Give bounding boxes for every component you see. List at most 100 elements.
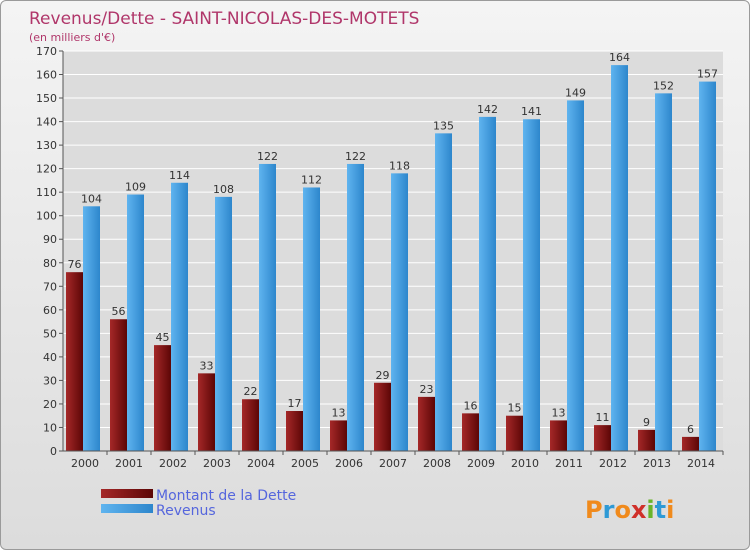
logo-wordmark: Proxiti xyxy=(585,496,674,524)
data-label-revenus-2004: 122 xyxy=(257,150,278,163)
bar-revenus-2002 xyxy=(171,182,188,451)
data-label-dette-2005: 17 xyxy=(288,397,302,410)
legend-label-revenus: Revenus xyxy=(156,503,216,519)
data-label-dette-2006: 13 xyxy=(332,406,346,419)
bar-dette-2002 xyxy=(154,345,171,451)
y-tick-label-140: 140 xyxy=(36,116,57,129)
bar-revenus-2008 xyxy=(435,133,452,451)
x-tick-label-2006: 2006 xyxy=(335,457,363,470)
logo-letter-3: x xyxy=(631,496,647,524)
data-label-dette-2012: 11 xyxy=(596,411,610,424)
y-tick-label-60: 60 xyxy=(43,304,57,317)
data-label-revenus-2013: 152 xyxy=(653,79,674,92)
legend-swatch-revenus xyxy=(101,504,153,513)
data-label-revenus-2009: 142 xyxy=(477,103,498,116)
bar-revenus-2000 xyxy=(83,206,100,451)
y-tick-label-90: 90 xyxy=(43,233,57,246)
logo-letter-0: P xyxy=(585,496,603,524)
data-label-dette-2004: 22 xyxy=(244,385,258,398)
bar-revenus-2009 xyxy=(479,116,496,451)
proxiti-logo: Proxiti xyxy=(585,496,674,524)
bar-dette-2004 xyxy=(242,399,259,451)
logo-letter-2: o xyxy=(614,496,631,524)
bar-dette-2009 xyxy=(462,413,479,451)
logo-letter-6: i xyxy=(666,496,674,524)
bar-dette-2013 xyxy=(638,429,655,451)
bar-dette-2011 xyxy=(550,420,567,451)
data-label-dette-2008: 23 xyxy=(420,383,434,396)
bar-dette-2003 xyxy=(198,373,215,451)
data-label-revenus-2008: 135 xyxy=(433,119,454,132)
bar-revenus-2005 xyxy=(303,187,320,451)
data-label-dette-2013: 9 xyxy=(643,416,650,429)
data-label-dette-2010: 15 xyxy=(508,402,522,415)
y-tick-label-30: 30 xyxy=(43,374,57,387)
x-tick-label-2003: 2003 xyxy=(203,457,231,470)
y-tick-label-100: 100 xyxy=(36,210,57,223)
data-label-dette-2009: 16 xyxy=(464,399,478,412)
x-tick-label-2010: 2010 xyxy=(511,457,539,470)
bars-layer: 76 104 56 109 45 114 33 108 22 122 17 112 13 122 29 118… xyxy=(66,51,718,452)
y-tick-label-20: 20 xyxy=(43,398,57,411)
data-label-dette-2011: 13 xyxy=(552,406,566,419)
bar-dette-2012 xyxy=(594,425,611,451)
chart-title: Revenus/Dette - SAINT-NICOLAS-DES-MOTETS xyxy=(29,9,419,29)
x-tick-label-2000: 2000 xyxy=(71,457,99,470)
logo-letter-5: t xyxy=(655,496,666,524)
data-label-revenus-2010: 141 xyxy=(521,105,542,118)
y-tick-label-170: 170 xyxy=(36,45,57,58)
bar-revenus-2007 xyxy=(391,173,408,451)
y-tick-label-120: 120 xyxy=(36,163,57,176)
data-label-revenus-2014: 157 xyxy=(697,68,718,81)
x-tick-label-2002: 2002 xyxy=(159,457,187,470)
y-tick-label-40: 40 xyxy=(43,351,57,364)
data-label-revenus-2012: 164 xyxy=(609,51,630,64)
data-label-dette-2000: 76 xyxy=(68,258,82,271)
y-tick-label-10: 10 xyxy=(43,421,57,434)
y-tick-label-130: 130 xyxy=(36,139,57,152)
axis-layer: 0 10 20 30 40 50 60 70 80 90 100 110 120 130 140 150 160… xyxy=(36,45,724,470)
bar-dette-2014 xyxy=(682,436,699,451)
x-tick-label-2011: 2011 xyxy=(555,457,583,470)
x-tick-label-2012: 2012 xyxy=(599,457,627,470)
legend-swatch-dette xyxy=(101,489,153,498)
bar-revenus-2013 xyxy=(655,93,672,452)
bar-revenus-2004 xyxy=(259,163,276,452)
data-label-revenus-2003: 108 xyxy=(213,183,234,196)
x-tick-label-2014: 2014 xyxy=(687,457,715,470)
x-tick-label-2008: 2008 xyxy=(423,457,451,470)
bar-dette-2000 xyxy=(66,272,83,451)
data-label-revenus-2005: 112 xyxy=(301,173,322,186)
bar-dette-2007 xyxy=(374,382,391,451)
chart-subtitle: (en milliers d'€) xyxy=(29,31,115,44)
y-tick-label-110: 110 xyxy=(36,186,57,199)
bar-dette-2008 xyxy=(418,396,435,451)
x-tick-label-2013: 2013 xyxy=(643,457,671,470)
y-tick-label-0: 0 xyxy=(50,445,57,458)
bar-dette-2006 xyxy=(330,420,347,451)
data-label-revenus-2006: 122 xyxy=(345,150,366,163)
bar-revenus-2010 xyxy=(523,119,540,451)
bar-revenus-2006 xyxy=(347,163,364,452)
x-tick-label-2005: 2005 xyxy=(291,457,319,470)
x-tick-label-2004: 2004 xyxy=(247,457,275,470)
bar-dette-2010 xyxy=(506,415,523,451)
bar-dette-2001 xyxy=(110,319,127,451)
bar-revenus-2011 xyxy=(567,100,584,451)
x-tick-label-2007: 2007 xyxy=(379,457,407,470)
data-label-dette-2002: 45 xyxy=(156,331,170,344)
bar-revenus-2003 xyxy=(215,196,232,451)
bar-dette-2005 xyxy=(286,411,303,451)
y-tick-label-50: 50 xyxy=(43,327,57,340)
data-label-revenus-2007: 118 xyxy=(389,159,410,172)
data-label-dette-2003: 33 xyxy=(200,359,214,372)
y-tick-label-150: 150 xyxy=(36,92,57,105)
bar-revenus-2012 xyxy=(611,65,628,451)
x-tick-label-2009: 2009 xyxy=(467,457,495,470)
data-label-dette-2014: 6 xyxy=(687,423,694,436)
bar-revenus-2014 xyxy=(699,81,716,452)
data-label-revenus-2001: 109 xyxy=(125,181,146,194)
data-label-dette-2007: 29 xyxy=(376,369,390,382)
